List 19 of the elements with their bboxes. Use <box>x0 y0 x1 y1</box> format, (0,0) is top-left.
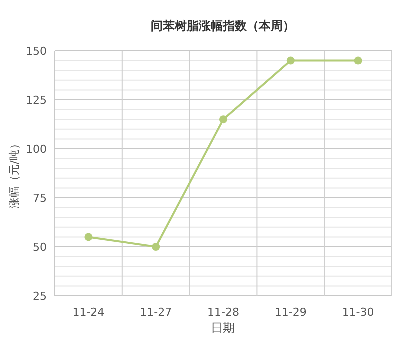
x-tick-label: 11-27 <box>140 306 172 319</box>
y-tick-label: 50 <box>33 241 47 254</box>
y-axis-title: 涨幅（元/吨） <box>8 138 21 208</box>
y-tick-label: 75 <box>33 192 47 205</box>
x-axis-title: 日期 <box>211 321 235 335</box>
x-tick-label: 11-29 <box>274 306 307 319</box>
point <box>220 116 228 124</box>
x-tick-label: 11-30 <box>342 306 374 319</box>
y-tick-label: 25 <box>33 290 47 303</box>
point <box>354 56 362 65</box>
point <box>84 233 93 242</box>
x-tick-label: 11-28 <box>208 306 240 319</box>
point <box>286 56 295 65</box>
x-tick-label: 11-24 <box>72 306 105 319</box>
y-tick-label: 150 <box>26 45 47 58</box>
y-tick-label: 125 <box>26 94 47 107</box>
y-tick-label: 100 <box>26 143 47 156</box>
chart-title: 间苯树脂涨幅指数（本周） <box>151 19 295 33</box>
point <box>152 243 160 251</box>
